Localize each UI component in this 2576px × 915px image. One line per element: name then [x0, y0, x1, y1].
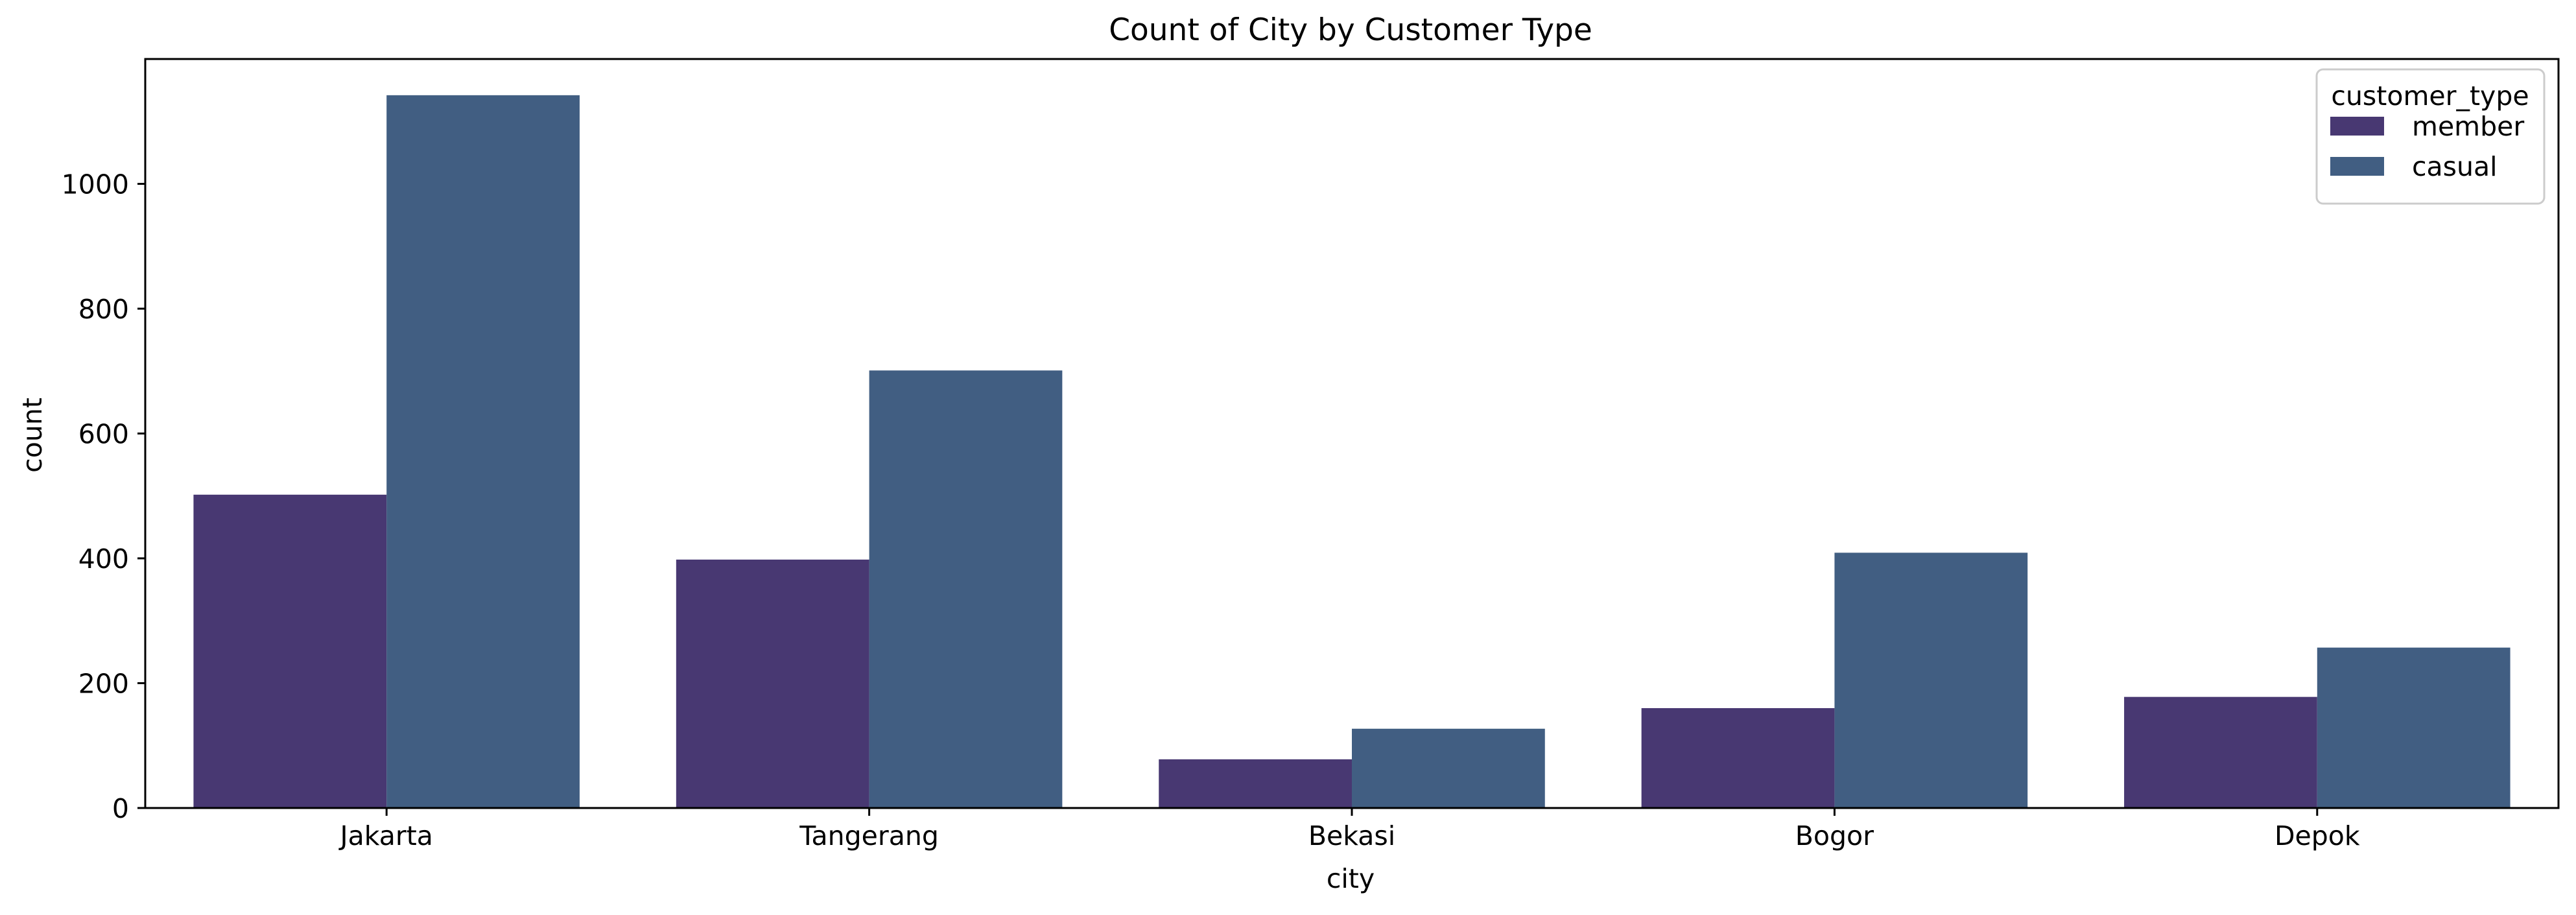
bar-tangerang-member — [676, 559, 869, 808]
bar-jakarta-member — [193, 494, 387, 808]
x-tick-label-jakarta: Jakarta — [338, 820, 432, 851]
bar-bekasi-casual — [1352, 728, 1545, 808]
bar-bogor-casual — [1834, 553, 2028, 808]
bar-depok-casual — [2317, 647, 2511, 808]
legend: customer_type member casual — [2315, 68, 2546, 205]
legend-label-casual: casual — [2412, 151, 2498, 182]
x-tick-label-bogor: Bogor — [1795, 820, 1874, 851]
legend-swatch-member — [2330, 117, 2384, 136]
bar-bekasi-member — [1159, 759, 1352, 808]
legend-title: customer_type — [2331, 80, 2529, 112]
legend-items: member casual — [2330, 111, 2524, 182]
y-tick-label-600: 600 — [78, 419, 129, 450]
bar-bogor-member — [1641, 708, 1835, 808]
y-tick-label-1000: 1000 — [62, 169, 129, 200]
x-axis-label: city — [1327, 863, 1375, 894]
legend-label-member: member — [2412, 111, 2524, 142]
y-tick-label-800: 800 — [78, 294, 129, 325]
bars-layer — [193, 95, 2511, 809]
x-tick-label-depok: Depok — [2275, 820, 2360, 851]
x-tick-label-bekasi: Bekasi — [1308, 820, 1395, 851]
chart-title: Count of City by Customer Type — [1109, 12, 1592, 48]
y-axis-label: count — [17, 398, 48, 473]
y-tick-label-400: 400 — [78, 543, 129, 575]
y-axis: 0 200 400 600 800 1000 — [62, 169, 145, 824]
y-tick-label-200: 200 — [78, 669, 129, 700]
x-tick-label-tangerang: Tangerang — [799, 820, 939, 851]
legend-swatch-casual — [2330, 157, 2384, 176]
bar-jakarta-casual — [386, 95, 580, 809]
y-tick-label-0: 0 — [112, 793, 129, 824]
x-axis: Jakarta Tangerang Bekasi Bogor Depok — [338, 808, 2360, 851]
bar-tangerang-casual — [869, 370, 1063, 808]
bar-depok-member — [2124, 696, 2317, 808]
